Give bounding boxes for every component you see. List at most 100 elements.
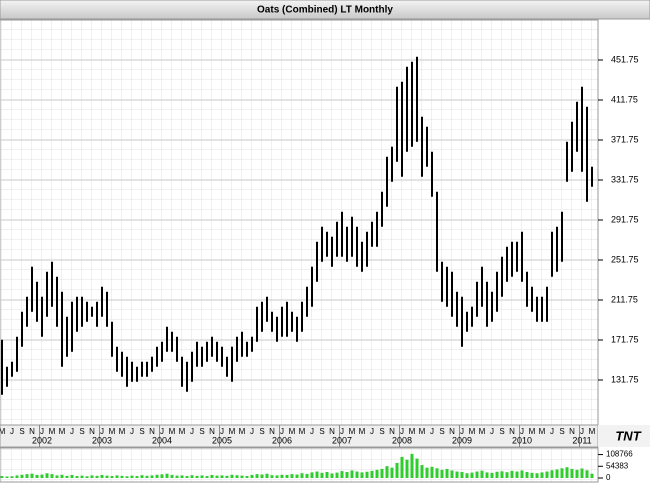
volume-tick-label: 108766 (606, 450, 633, 459)
volume-bar (90, 475, 94, 478)
volume-bar (480, 470, 484, 478)
volume-bar (10, 476, 14, 478)
x-tick-label: N (209, 427, 215, 436)
x-tick-label: M (539, 427, 546, 436)
volume-bar (205, 476, 209, 478)
x-tick-label: J (430, 427, 434, 436)
volume-bar (150, 475, 154, 478)
volume-bar (210, 474, 214, 478)
x-tick-label: M (179, 427, 186, 436)
volume-bar (410, 453, 414, 478)
volume-bar (195, 475, 199, 478)
volume-bar (535, 473, 539, 478)
x-tick-label: M (239, 427, 246, 436)
volume-bar (330, 473, 334, 478)
volume-bar (455, 471, 459, 478)
x-tick-label: M (589, 427, 596, 436)
y-tick-label: 251.75 (611, 254, 639, 264)
volume-bar (170, 474, 174, 478)
year-label: 2002 (32, 435, 52, 445)
x-tick-label: J (190, 427, 194, 436)
x-tick-label: N (149, 427, 155, 436)
volume-bar (180, 475, 184, 478)
x-tick-label: J (340, 427, 344, 436)
x-tick-label: S (19, 427, 24, 436)
volume-bar (450, 470, 454, 478)
x-tick-label: S (139, 427, 144, 436)
year-label: 2009 (452, 435, 472, 445)
volume-bar (445, 468, 449, 478)
volume-bar (550, 470, 554, 478)
volume-bar (310, 472, 314, 478)
volume-bar (215, 475, 219, 478)
x-tick-label: M (109, 427, 116, 436)
volume-bar (165, 473, 169, 478)
volume-bar (285, 474, 289, 478)
volume-bar (30, 473, 34, 478)
volume-bar (335, 472, 339, 478)
volume-bar (435, 468, 439, 478)
volume-bar (400, 456, 404, 478)
volume-bar (520, 470, 524, 478)
x-tick-label: J (70, 427, 74, 436)
x-tick-label: M (419, 427, 426, 436)
volume-bar (200, 475, 204, 478)
volume-bar (540, 472, 544, 478)
volume-bar (5, 476, 9, 478)
y-tick-label: 411.75 (611, 94, 638, 104)
volume-bar (290, 474, 294, 478)
volume-bar (425, 467, 429, 478)
x-tick-label: J (130, 427, 134, 436)
volume-bar (35, 474, 39, 478)
volume-bar (300, 473, 304, 478)
volume-bar (395, 462, 399, 478)
volume-bar (265, 473, 269, 478)
x-tick-label: S (379, 427, 384, 436)
volume-bar (230, 474, 234, 478)
x-tick-label: S (439, 427, 444, 436)
volume-bar (325, 471, 329, 478)
volume-bar (120, 475, 124, 478)
x-tick-label: J (550, 427, 554, 436)
x-tick-label: N (329, 427, 335, 436)
volume-bar (470, 472, 474, 478)
chart-title: Oats (Combined) LT Monthly (257, 5, 393, 16)
volume-bar (245, 476, 249, 478)
volume-bar (370, 470, 374, 478)
x-tick-label: J (220, 427, 224, 436)
volume-bar (320, 472, 324, 478)
volume-bar (555, 469, 559, 478)
y-tick-label: 171.75 (611, 334, 639, 344)
volume-bar (360, 472, 364, 478)
x-tick-label: J (460, 427, 464, 436)
x-tick-label: M (409, 427, 416, 436)
x-tick-label: J (100, 427, 104, 436)
volume-bar (40, 474, 44, 478)
x-tick-label: M (49, 427, 56, 436)
volume-bar (225, 475, 229, 478)
volume-bar (60, 474, 64, 478)
x-tick-label: N (269, 427, 275, 436)
volume-bar (0, 476, 4, 478)
x-tick-label: J (490, 427, 494, 436)
x-tick-label: J (310, 427, 314, 436)
x-tick-label: S (319, 427, 324, 436)
chart-layer: 131.75 171.75 211.75 251.75 291.75 331.75 371.… (0, 54, 639, 482)
volume-bar (65, 475, 69, 478)
volume-bar (475, 471, 479, 478)
volume-bar (570, 468, 574, 478)
y-tick-label: 211.75 (611, 294, 638, 304)
logo: TNT (615, 428, 641, 443)
volume-bar (260, 474, 264, 478)
volume-bar (560, 468, 564, 478)
volume-bar (110, 476, 114, 478)
volume-bar (525, 471, 529, 478)
volume-bar (500, 471, 504, 478)
x-tick-label: M (59, 427, 66, 436)
year-label: 2007 (332, 435, 352, 445)
volume-bar (190, 475, 194, 478)
volume-bar (280, 474, 284, 478)
volume-bar (135, 476, 139, 478)
volume-bar (45, 473, 49, 478)
